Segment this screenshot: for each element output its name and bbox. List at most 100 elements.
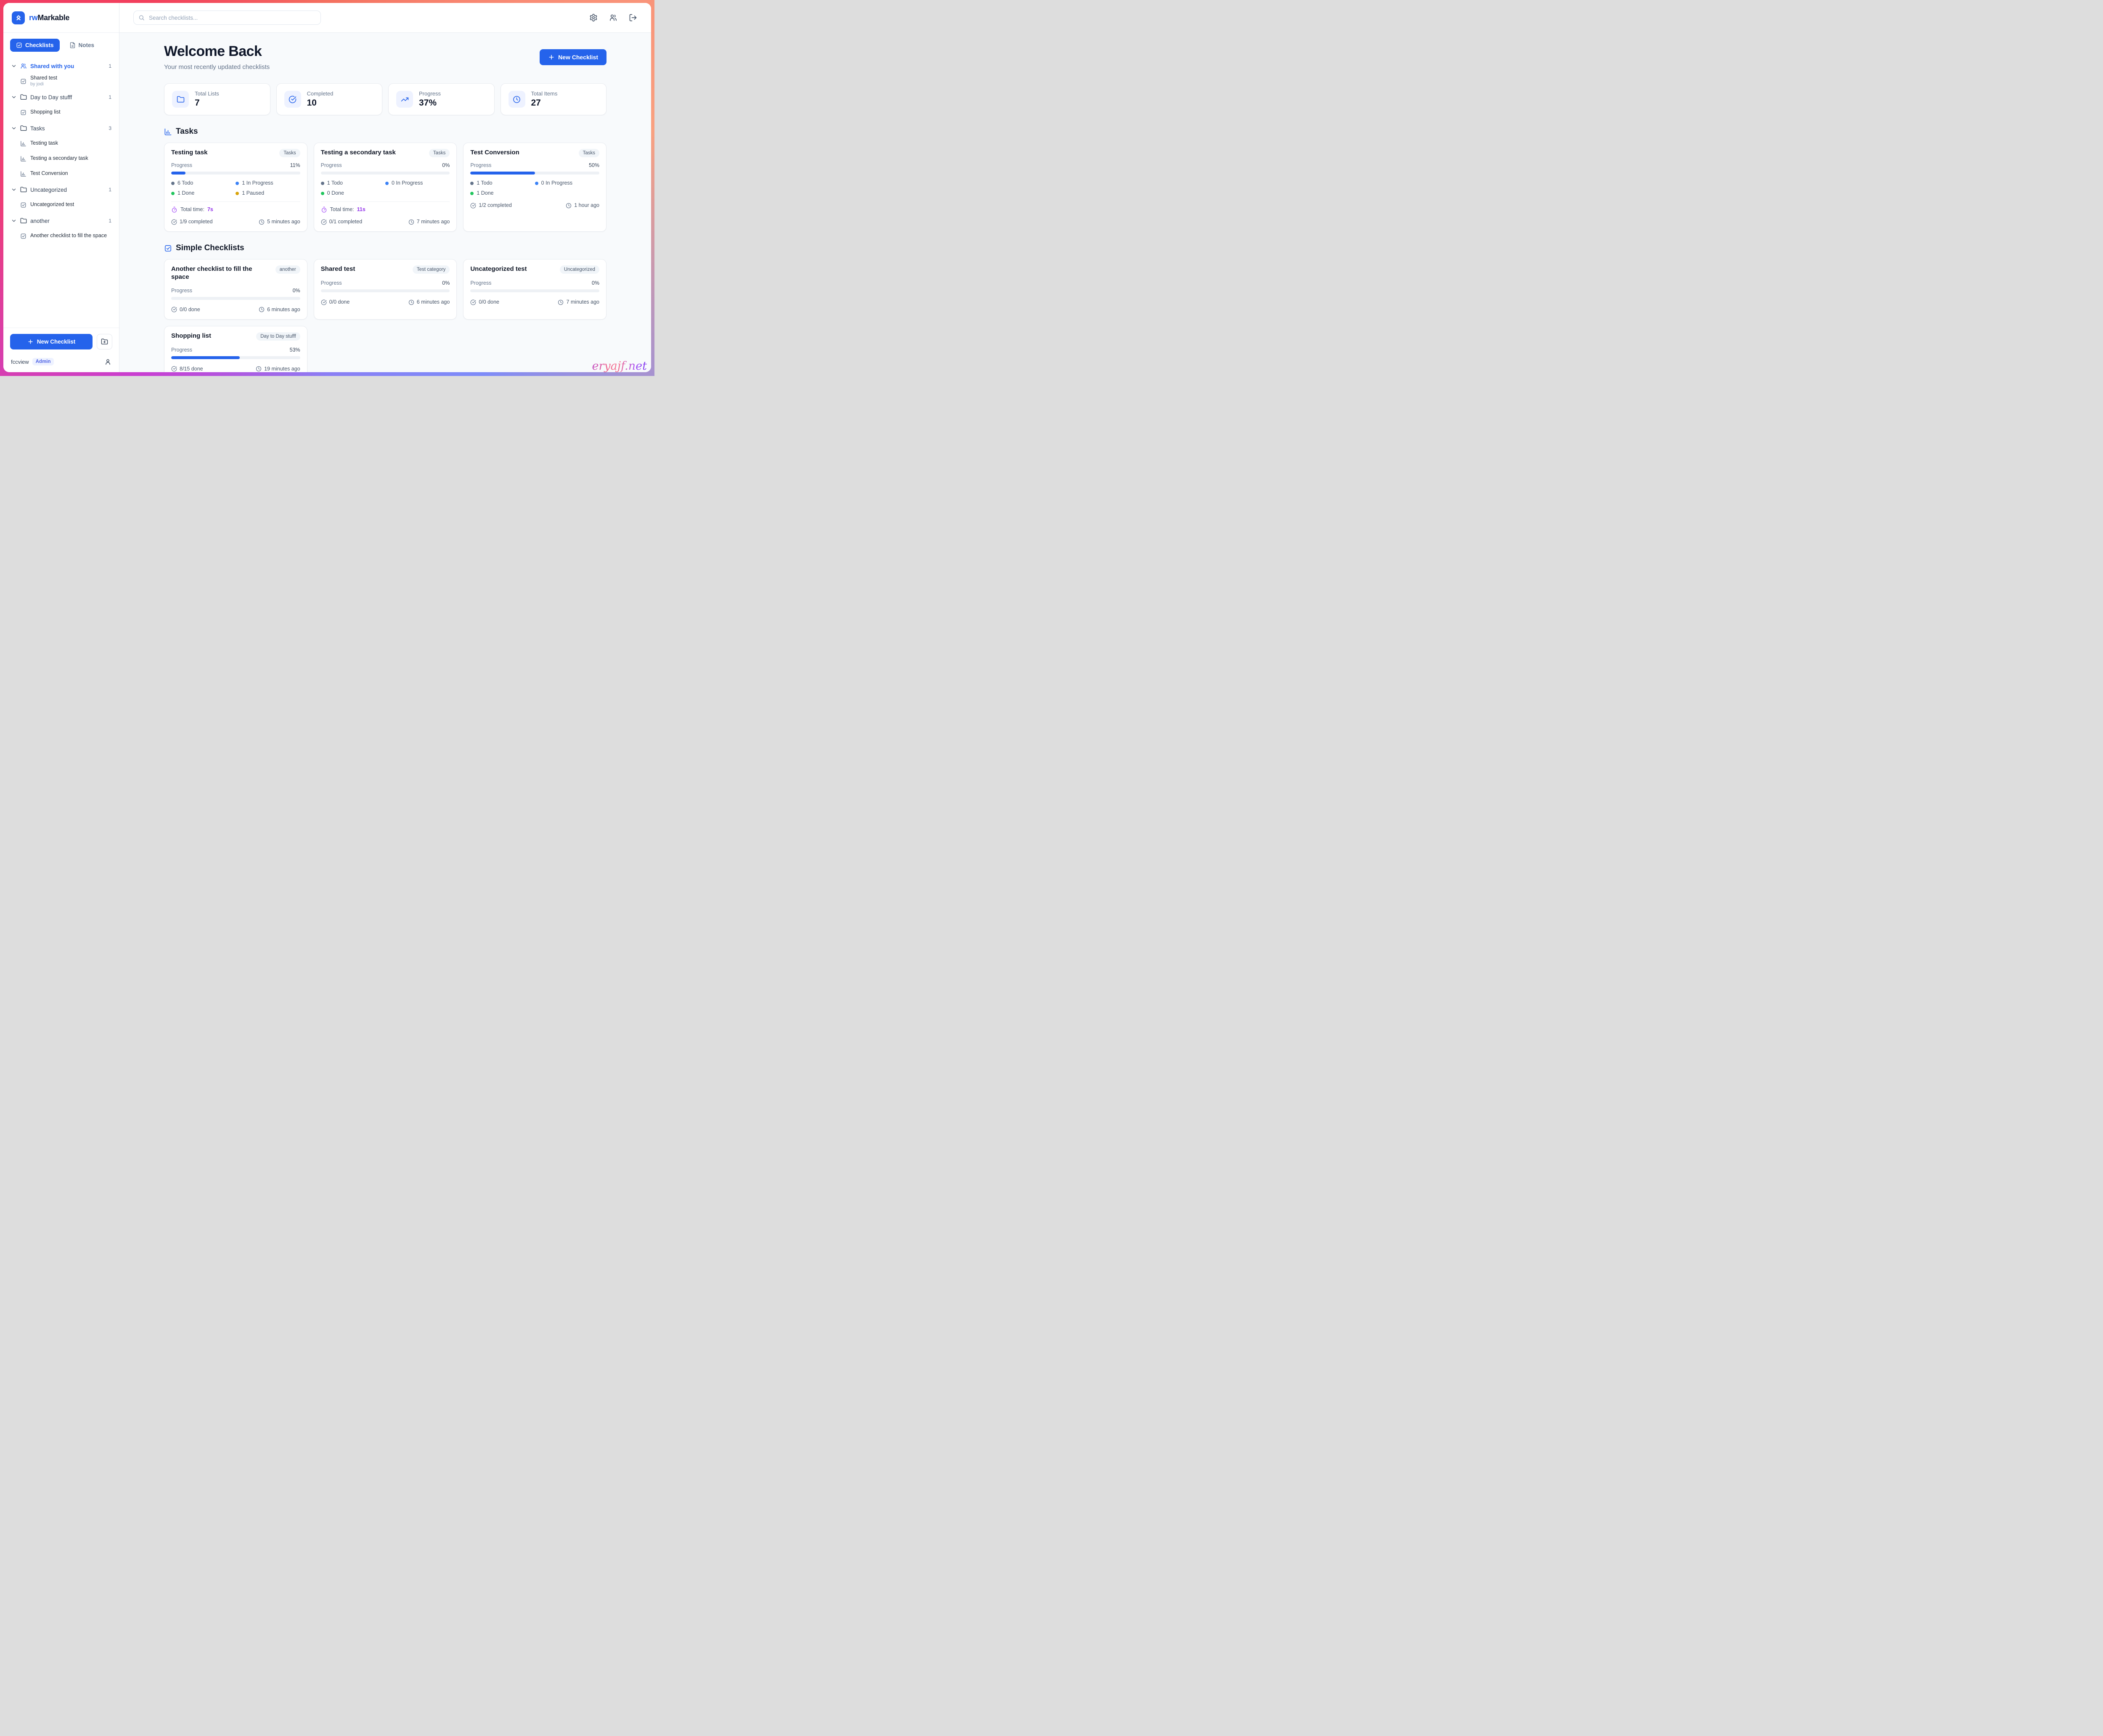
- user-icon[interactable]: [104, 358, 111, 365]
- tree-item[interactable]: Shopping list: [8, 105, 114, 120]
- plus-icon: [27, 339, 34, 345]
- stat-card: Progress 37%: [388, 83, 495, 116]
- status-item: 0 In Progress: [385, 180, 450, 186]
- stat-value: 37%: [419, 98, 437, 108]
- tree-category[interactable]: Tasks 3: [8, 121, 114, 136]
- progress-bar: [171, 172, 300, 175]
- card-title: Shopping list: [171, 332, 211, 339]
- chevron-down-icon: [11, 63, 17, 69]
- sidebar: rwMarkable Checklists Notes Shared with …: [3, 3, 119, 372]
- status-dot: [236, 191, 239, 195]
- tree-category[interactable]: Day to Day stufff 1: [8, 90, 114, 105]
- new-checklist-label: New Checklist: [37, 339, 76, 345]
- progress-bar: [470, 289, 599, 293]
- status-label: 0 In Progress: [391, 180, 423, 186]
- progress-value: 53%: [289, 347, 300, 353]
- checklist-card[interactable]: Another checklist to fill the space anot…: [164, 259, 307, 320]
- updated-time: 6 minutes ago: [267, 306, 300, 312]
- tree-item[interactable]: Another checklist to fill the space: [8, 228, 114, 243]
- card-title: Shared test: [320, 265, 355, 273]
- completed-count: 1/9 completed: [180, 219, 213, 225]
- main-area: Welcome Back Your most recently updated …: [119, 3, 651, 372]
- status-label: 1 Paused: [242, 190, 265, 196]
- card-title: Testing task: [171, 149, 208, 156]
- total-time-value: 7s: [207, 206, 213, 213]
- users-icon[interactable]: [609, 13, 617, 22]
- task-card[interactable]: Test Conversion Tasks Progress 50% 1 Tod…: [463, 143, 607, 232]
- item-label: Another checklist to fill the space: [30, 233, 107, 239]
- total-time-label: Total time:: [330, 206, 354, 213]
- check-circle-icon: [470, 299, 476, 305]
- tree-item[interactable]: Testing task: [8, 136, 114, 151]
- status-label: 0 Done: [327, 190, 344, 196]
- total-time-row: Total time: 11s: [321, 206, 450, 213]
- tree-category[interactable]: Shared with you 1: [8, 58, 114, 74]
- stat-card: Total Lists 7: [164, 83, 270, 116]
- divider: [171, 201, 300, 202]
- tree-category[interactable]: another 1: [8, 213, 114, 228]
- logout-icon[interactable]: [629, 13, 637, 22]
- tree-children: Testing task Testing a secondary task Te…: [8, 136, 114, 181]
- item-label: Uncategorized test: [30, 201, 74, 208]
- search-input[interactable]: [133, 11, 321, 25]
- stat-value: 7: [195, 98, 200, 108]
- tree-group: Uncategorized 1 Uncategorized test: [8, 182, 114, 212]
- category-label: Tasks: [30, 125, 45, 132]
- screenshot-frame: rwMarkable Checklists Notes Shared with …: [0, 0, 654, 376]
- updated-time: 1 hour ago: [574, 202, 599, 209]
- stats-row: Total Lists 7 Completed 10 Progress 37% …: [164, 83, 607, 116]
- progress-value: 0%: [292, 287, 300, 294]
- category-badge: Tasks: [429, 149, 450, 158]
- clock-icon: [558, 299, 564, 305]
- welcome-section: Welcome Back Your most recently updated …: [164, 43, 607, 71]
- category-badge: Tasks: [279, 149, 300, 158]
- tree-item[interactable]: Uncategorized test: [8, 197, 114, 212]
- status-dot: [171, 181, 175, 185]
- top-bar: [119, 3, 651, 33]
- tree-group: Day to Day stufff 1 Shopping list: [8, 90, 114, 120]
- stat-card: Total Items 27: [500, 83, 607, 116]
- tree-category[interactable]: Uncategorized 1: [8, 182, 114, 197]
- tree-item[interactable]: Shared test by jodi: [8, 74, 114, 89]
- status-item: 1 Done: [470, 190, 535, 196]
- new-checklist-button-sidebar[interactable]: New Checklist: [10, 334, 93, 349]
- updated-time: 19 minutes ago: [264, 365, 300, 372]
- clock-icon: [259, 307, 265, 312]
- status-label: 1 Done: [477, 190, 494, 196]
- tab-notes[interactable]: Notes: [64, 39, 101, 52]
- progress-value: 0%: [591, 280, 599, 286]
- chevron-down-icon: [11, 218, 17, 224]
- gear-icon[interactable]: [589, 13, 598, 22]
- logo-icon: [12, 11, 25, 24]
- tree-item[interactable]: Test Conversion: [8, 166, 114, 181]
- checklist-card[interactable]: Shared test Test category Progress 0% 0/…: [313, 259, 457, 320]
- timer-icon: [321, 206, 327, 213]
- tasks-section: Tasks Testing task Tasks Progress 11% 6 …: [164, 127, 607, 232]
- stat-icon: [172, 91, 189, 108]
- new-category-button[interactable]: [97, 334, 112, 349]
- tab-checklists[interactable]: Checklists: [10, 39, 60, 52]
- category-badge: Tasks: [578, 149, 599, 158]
- item-label: Shopping list: [30, 109, 61, 115]
- tree-item[interactable]: Testing a secondary task: [8, 151, 114, 166]
- search-box: [133, 11, 321, 25]
- task-card[interactable]: Testing task Tasks Progress 11% 6 Todo 1…: [164, 143, 307, 232]
- note-icon: [69, 42, 76, 48]
- new-checklist-button[interactable]: New Checklist: [540, 49, 607, 66]
- category-icon: [20, 63, 27, 69]
- status-grid: 6 Todo 1 In Progress 1 Done 1 Paused: [171, 180, 300, 196]
- completed-count: 0/1 completed: [329, 219, 363, 225]
- category-badge: Uncategorized: [559, 265, 599, 274]
- category-count: 1: [109, 63, 111, 69]
- simple-checklists-section: Simple Checklists Another checklist to f…: [164, 243, 607, 372]
- checklist-card[interactable]: Shopping list Day to Day stufff Progress…: [164, 326, 307, 372]
- clock-icon: [408, 299, 414, 305]
- chevron-down-icon: [11, 187, 17, 193]
- stat-card: Completed 10: [276, 83, 382, 116]
- task-card[interactable]: Testing a secondary task Tasks Progress …: [313, 143, 457, 232]
- check-circle-icon: [321, 219, 327, 225]
- task-cards: Testing task Tasks Progress 11% 6 Todo 1…: [164, 143, 607, 232]
- checklist-card[interactable]: Uncategorized test Uncategorized Progres…: [463, 259, 607, 320]
- check-circle-icon: [321, 299, 327, 305]
- tree-children: Shared test by jodi: [8, 74, 114, 89]
